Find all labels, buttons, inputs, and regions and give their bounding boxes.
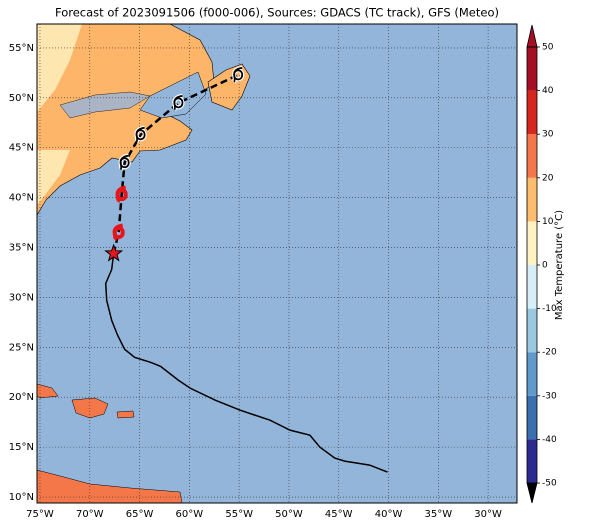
colorbar-segment [527, 395, 537, 440]
colorbar-extend-max [526, 24, 538, 48]
colorbar-tick-label: 20 [542, 173, 554, 183]
y-tick-label: 40°N [9, 193, 34, 204]
x-tick-label: 65°W [126, 509, 154, 520]
x-tick-label: 45°W [325, 509, 353, 520]
colorbar-tick-label: -50 [542, 479, 557, 489]
colorbar-tick-label: 50 [542, 43, 554, 53]
forecast-track [112, 73, 239, 254]
cool-region [37, 150, 70, 205]
colorbar-tick-label: 0 [542, 261, 548, 271]
colorbar-segment [527, 221, 537, 265]
storm-icon-outline [116, 186, 127, 203]
colorbar-segment [527, 134, 537, 178]
x-tick-label: 60°W [176, 509, 204, 520]
colorbar-extend-min [526, 482, 538, 504]
current-position-star [104, 243, 124, 262]
colorbar-tick-label: 10 [542, 217, 554, 227]
colorbar-tick-label: 30 [542, 130, 554, 140]
x-tick-label: 50°W [275, 509, 303, 520]
x-tick-label: 75°W [26, 509, 54, 520]
y-tick-label: 25°N [9, 342, 34, 353]
map-frame [36, 23, 518, 504]
colorbar-tick-label: -40 [542, 435, 557, 445]
x-tick-label: 30°W [474, 509, 502, 520]
colorbar-segment [527, 90, 537, 135]
x-tick-label: 35°W [425, 509, 453, 520]
colorbar-segment [527, 177, 537, 222]
colorbar-segment [527, 47, 537, 91]
cold-region [37, 24, 82, 112]
colorbar-segment [527, 439, 537, 483]
colorbar-segment [527, 308, 537, 353]
x-tick-label: 55°W [225, 509, 253, 520]
storm-icon-outline [173, 94, 184, 111]
y-tick-label: 20°N [9, 392, 34, 403]
gulf-st-lawrence [139, 71, 207, 119]
colorbar-tick-label: -30 [542, 391, 557, 401]
colorbar-tick-label: -10 [542, 304, 557, 314]
storm-icon-outline [233, 66, 244, 83]
x-tick-label: 70°W [76, 509, 104, 520]
y-tick-label: 45°N [9, 143, 34, 154]
y-tick-label: 35°N [9, 243, 34, 254]
y-tick-label: 10°N [9, 492, 34, 503]
colorbar-tick-label: 40 [542, 86, 554, 96]
colorbar-tick-label: -20 [542, 348, 557, 358]
y-tick-label: 50°N [9, 93, 34, 104]
y-tick-label: 30°N [9, 292, 34, 303]
north-america [37, 24, 215, 216]
colorbar-segment [527, 265, 537, 309]
x-tick-label: 40°W [375, 509, 403, 520]
storm-icon-outline [119, 154, 130, 171]
y-tick-label: 15°N [9, 442, 34, 453]
storm-icon-outline [135, 126, 146, 143]
colorbar-segment [527, 352, 537, 396]
storm-icon-outline [113, 224, 124, 241]
title: Forecast of 2023091506 (f000-006), Sourc… [55, 6, 499, 20]
basemap [37, 24, 517, 503]
puerto-rico [116, 410, 135, 419]
y-tick-label: 55°N [9, 43, 34, 54]
newfoundland [207, 63, 251, 111]
past-track [104, 253, 388, 473]
st-lawrence-river [59, 91, 151, 119]
south-america [37, 469, 183, 503]
colorbar-label: Max Temperature (°C) [554, 210, 565, 320]
